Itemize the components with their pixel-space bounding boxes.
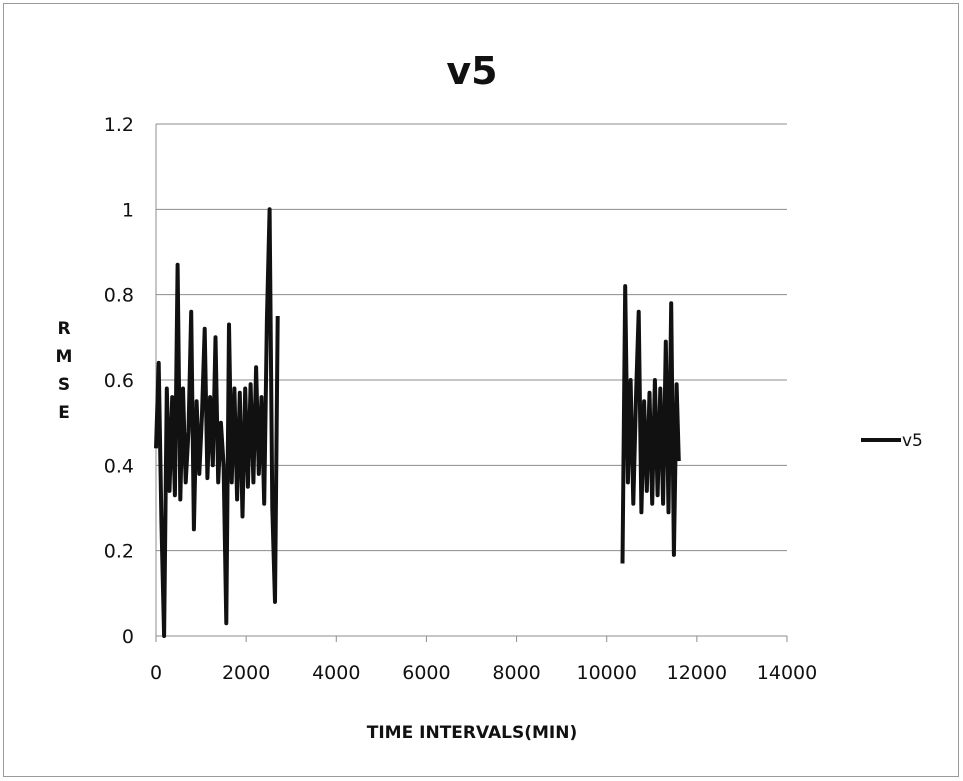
series-line-segment — [154, 207, 280, 638]
x-axis-title: TIME INTERVALS(MIN) — [367, 723, 577, 743]
legend-label: v5 — [902, 431, 923, 451]
x-tick-label: 10000 — [576, 662, 636, 684]
y-tick-label: 0 — [122, 626, 134, 648]
y-tick-label: 0.2 — [104, 541, 134, 563]
y-axis-title-letter: M — [56, 347, 73, 367]
x-tick-label: 14000 — [757, 662, 817, 684]
legend: v5 — [861, 431, 923, 451]
chart-title: v5 — [446, 49, 497, 93]
chart-frame: v5 0 0.2 0.4 0.6 0.8 1 1.2 0 2000 4000 6000 8000 100… — [3, 3, 959, 777]
x-tick-label: 4000 — [312, 662, 360, 684]
series-line-segment — [620, 284, 681, 564]
x-tick-label: 6000 — [402, 662, 450, 684]
series-lines — [154, 207, 681, 638]
axes — [155, 124, 788, 642]
y-tick-label: 0.8 — [104, 285, 134, 307]
x-tick-label: 8000 — [492, 662, 540, 684]
line-chart: v5 0 0.2 0.4 0.6 0.8 1 1.2 0 2000 4000 6000 8000 100… — [56, 49, 923, 743]
x-tick-label: 0 — [150, 662, 162, 684]
y-tick-label: 0.6 — [104, 370, 134, 392]
tick-labels: 0 0.2 0.4 0.6 0.8 1 1.2 0 2000 4000 6000 8000 10000 1… — [104, 114, 817, 684]
y-axis-title-letter: S — [58, 375, 70, 395]
x-tick-label: 12000 — [667, 662, 727, 684]
x-tick-label: 2000 — [222, 662, 270, 684]
gridlines — [156, 123, 787, 552]
y-axis-title-letter: E — [58, 403, 70, 423]
y-tick-label: 1.2 — [104, 114, 134, 136]
y-axis-title-letter: R — [57, 319, 70, 339]
y-tick-label: 1 — [122, 199, 134, 221]
y-tick-label: 0.4 — [104, 455, 134, 477]
